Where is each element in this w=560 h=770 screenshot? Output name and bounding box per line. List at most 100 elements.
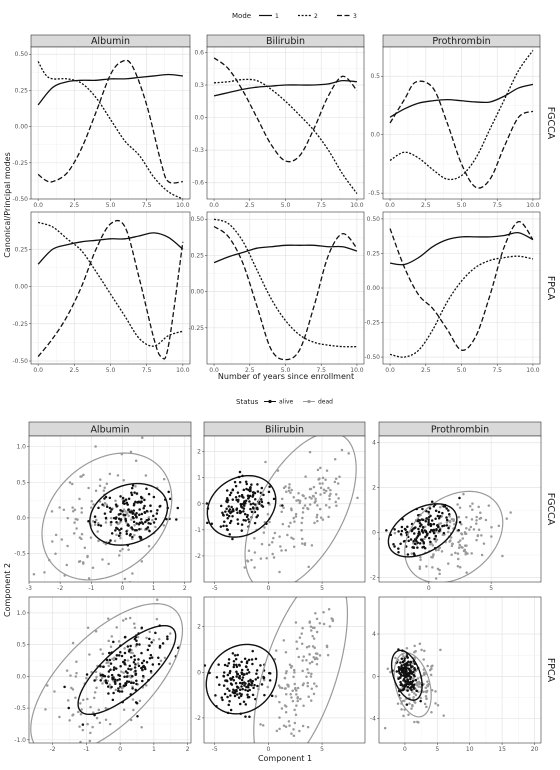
- point: [468, 528, 471, 531]
- point: [434, 702, 437, 705]
- line-series-mode-3: [213, 57, 358, 163]
- y-tick-label: 0.00: [367, 285, 381, 292]
- point: [138, 521, 142, 525]
- point: [117, 673, 120, 677]
- point: [419, 555, 422, 559]
- point: [406, 525, 409, 529]
- point: [251, 502, 255, 505]
- point: [225, 507, 228, 510]
- point: [222, 671, 226, 674]
- point: [324, 503, 328, 507]
- point: [475, 522, 478, 525]
- point: [420, 648, 423, 652]
- y-tick-label: 2: [197, 449, 201, 456]
- point: [77, 710, 80, 714]
- point: [140, 661, 144, 665]
- point: [301, 493, 304, 497]
- y-tick-label: 2: [197, 624, 201, 631]
- point: [90, 499, 93, 503]
- line-strip-label-bilirubin: Bilirubin: [266, 36, 305, 47]
- point: [385, 529, 388, 532]
- point: [117, 513, 121, 516]
- point: [292, 495, 296, 499]
- x-tick-label: 0.0: [209, 367, 219, 374]
- point: [249, 503, 253, 506]
- point: [250, 483, 253, 486]
- point: [458, 543, 462, 547]
- point: [73, 521, 76, 524]
- point: [278, 686, 282, 689]
- point: [123, 577, 127, 581]
- point: [142, 664, 145, 668]
- point: [421, 531, 425, 534]
- point: [448, 515, 451, 518]
- point: [125, 680, 129, 683]
- point: [334, 477, 338, 480]
- point: [121, 660, 125, 664]
- point: [316, 504, 319, 507]
- point: [231, 537, 234, 541]
- point: [296, 697, 299, 700]
- point: [199, 536, 202, 539]
- point: [236, 522, 240, 525]
- ellipse-dead: [30, 603, 184, 743]
- point: [322, 488, 326, 492]
- point: [415, 689, 418, 693]
- point: [300, 632, 303, 635]
- point: [286, 533, 289, 537]
- y-tick-label: 4: [372, 440, 376, 447]
- point: [151, 518, 154, 522]
- point: [224, 510, 227, 513]
- point: [109, 523, 113, 527]
- point: [243, 684, 246, 687]
- point: [125, 675, 129, 678]
- y-tick-label: 0: [197, 669, 201, 676]
- point: [137, 658, 140, 661]
- point: [239, 502, 243, 506]
- point: [422, 673, 426, 677]
- point: [248, 715, 251, 718]
- point: [103, 486, 106, 490]
- point: [309, 699, 313, 702]
- ellipse-dead: [404, 490, 504, 582]
- points-alive: [204, 649, 274, 718]
- y-tick-label: -0.25: [12, 160, 28, 167]
- point: [230, 510, 234, 513]
- point: [235, 670, 238, 674]
- point: [251, 649, 254, 653]
- point: [286, 750, 289, 753]
- point: [91, 566, 95, 569]
- point: [133, 524, 136, 527]
- point: [400, 708, 403, 711]
- point: [94, 489, 98, 493]
- point: [403, 685, 406, 689]
- point: [131, 572, 134, 575]
- point: [118, 529, 121, 532]
- line-strip-label-albumin: Albumin: [91, 36, 130, 47]
- point: [93, 520, 97, 524]
- point: [406, 678, 409, 681]
- point: [294, 686, 297, 690]
- point: [119, 685, 122, 688]
- y-tick-label: 0.00: [191, 289, 205, 296]
- point: [292, 545, 296, 549]
- point: [298, 636, 302, 639]
- point: [422, 658, 425, 661]
- point: [99, 648, 102, 651]
- point: [460, 533, 464, 536]
- point: [85, 676, 88, 680]
- point: [284, 671, 288, 675]
- point: [101, 652, 105, 656]
- point: [130, 681, 133, 685]
- point: [300, 528, 303, 532]
- point: [313, 682, 316, 685]
- point: [248, 500, 251, 503]
- point: [422, 542, 426, 545]
- point: [106, 679, 110, 683]
- point: [231, 652, 235, 655]
- point: [282, 486, 286, 490]
- point: [234, 682, 238, 685]
- x-tick-label: 5: [435, 746, 439, 753]
- point: [329, 492, 332, 496]
- point: [404, 683, 408, 686]
